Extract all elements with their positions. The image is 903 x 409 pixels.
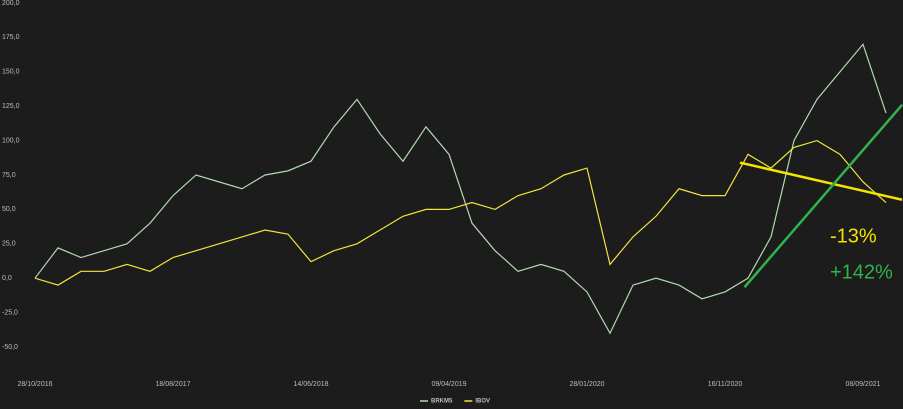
legend-label: BRKM5 xyxy=(431,399,453,405)
y-tick-label: 200,0 xyxy=(2,0,20,7)
series-line xyxy=(34,43,887,335)
y-tick-label: -25,0 xyxy=(2,309,18,316)
x-tick-label: 09/04/2019 xyxy=(431,381,466,388)
y-tick-label: 125,0 xyxy=(2,103,20,110)
y-tick-label: -50,0 xyxy=(2,344,18,351)
y-tick-label: 75,0 xyxy=(2,172,16,179)
y-tick-label: 175,0 xyxy=(2,34,20,41)
legend-label: IBOV xyxy=(475,399,490,405)
y-tick-label: 50,0 xyxy=(2,206,16,213)
y-tick-label: 0,0 xyxy=(2,275,12,282)
x-tick-label: 18/08/2017 xyxy=(155,381,190,388)
x-tick-label: 28/10/2016 xyxy=(17,381,52,388)
trend-line xyxy=(739,161,903,201)
trend-line xyxy=(743,104,903,288)
x-tick-label: 14/06/2018 xyxy=(293,381,328,388)
y-tick-label: 100,0 xyxy=(2,137,20,144)
y-tick-label: 150,0 xyxy=(2,69,20,76)
x-tick-label: 08/09/2021 xyxy=(845,381,880,388)
annotation: -13% xyxy=(830,225,877,247)
y-tick-label: 25,0 xyxy=(2,241,16,248)
x-tick-label: 28/01/2020 xyxy=(569,381,604,388)
series-line xyxy=(34,139,887,286)
annotation: +142% xyxy=(830,261,893,283)
x-tick-label: 16/11/2020 xyxy=(708,381,743,388)
